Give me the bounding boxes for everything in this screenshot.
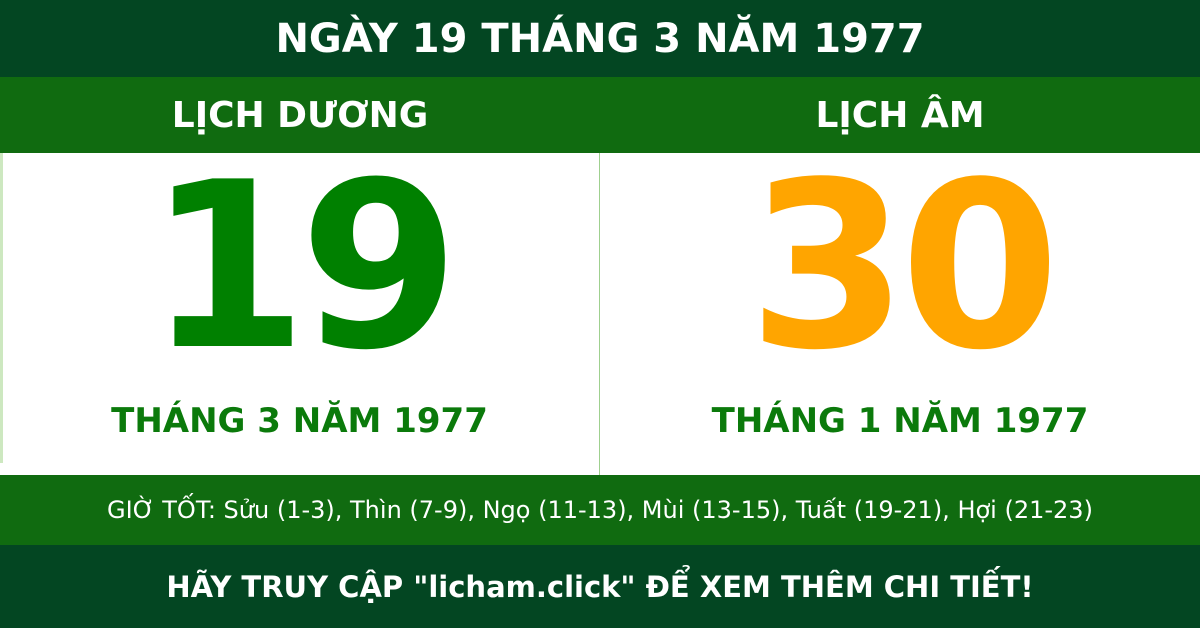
lunar-day: 30 (747, 134, 1060, 401)
calendar-headers: LỊCH DƯƠNG LỊCH ÂM (0, 77, 1200, 153)
calendar-body: 19 THÁNG 3 NĂM 1977 30 THÁNG 1 NĂM 1977 (0, 153, 1200, 475)
solar-month-year: THÁNG 3 NĂM 1977 (111, 401, 488, 441)
solar-day: 19 (147, 134, 459, 401)
solar-calendar-label: LỊCH DƯƠNG (171, 94, 429, 136)
page-title: NGÀY 19 THÁNG 3 NĂM 1977 (0, 0, 1200, 77)
solar-column: 19 THÁNG 3 NĂM 1977 (0, 153, 600, 475)
lunar-column: 30 THÁNG 1 NĂM 1977 (600, 153, 1200, 475)
good-hours: GIỜ TỐT: Sửu (1-3), Thìn (7-9), Ngọ (11-… (0, 475, 1200, 545)
footer-cta: HÃY TRUY CẬP "licham.click" ĐỂ XEM THÊM … (0, 545, 1200, 628)
lunar-month-year: THÁNG 1 NĂM 1977 (711, 401, 1089, 441)
lunar-calendar-label: LỊCH ÂM (815, 94, 985, 136)
